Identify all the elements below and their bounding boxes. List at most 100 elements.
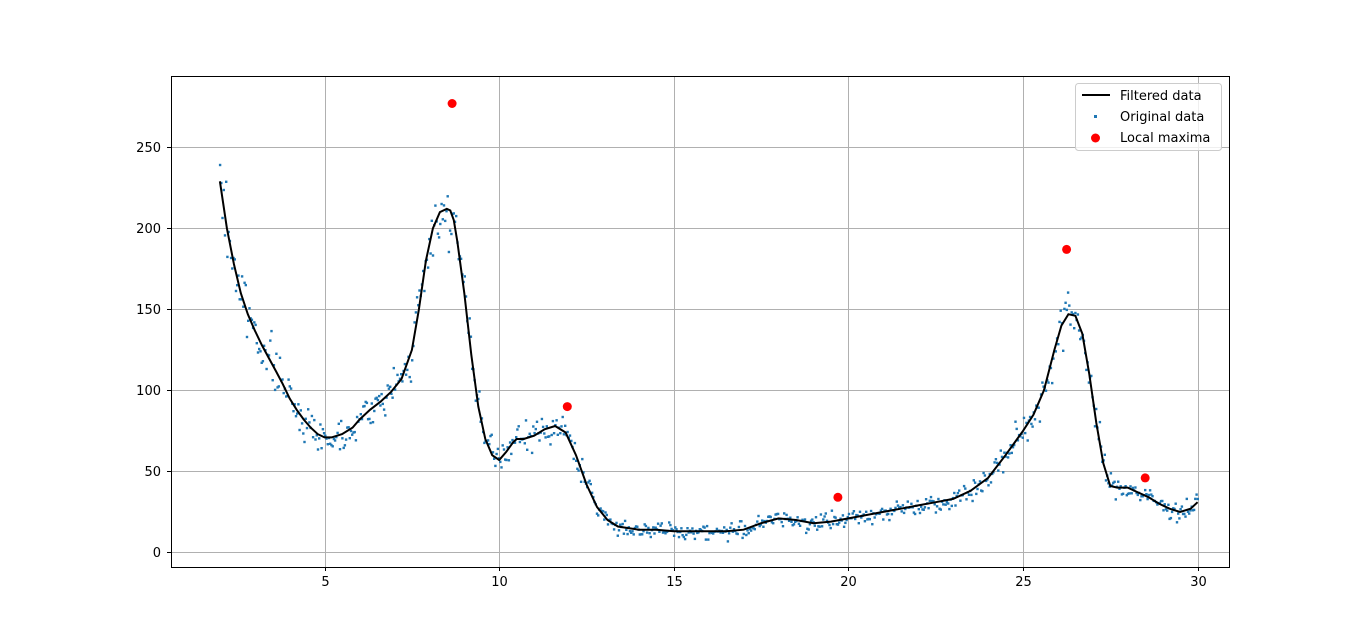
original-data-point bbox=[463, 275, 466, 278]
original-data-point bbox=[790, 520, 793, 523]
original-data-point bbox=[845, 518, 848, 522]
original-data-point bbox=[647, 526, 650, 530]
original-data-point bbox=[502, 448, 506, 451]
legend: Filtered data Original data Local maxima bbox=[1075, 83, 1222, 151]
original-data-point bbox=[1014, 420, 1017, 423]
original-data-point bbox=[244, 283, 247, 287]
original-data-point bbox=[341, 437, 344, 440]
original-data-point bbox=[220, 181, 223, 185]
original-data-point bbox=[222, 188, 225, 192]
original-data-point bbox=[239, 298, 243, 301]
original-data-point bbox=[561, 415, 564, 419]
original-data-point bbox=[289, 387, 293, 390]
original-data-point bbox=[927, 507, 930, 510]
original-data-point bbox=[440, 202, 443, 206]
original-data-point bbox=[391, 396, 394, 399]
original-data-point bbox=[1054, 350, 1057, 353]
original-data-point bbox=[664, 532, 667, 535]
original-data-point bbox=[917, 508, 920, 511]
original-data-point bbox=[643, 523, 646, 526]
original-data-point bbox=[265, 367, 268, 371]
original-data-point bbox=[242, 305, 245, 308]
original-data-point bbox=[540, 417, 544, 421]
original-data-point bbox=[976, 487, 979, 491]
original-data-point bbox=[1188, 512, 1191, 515]
original-data-point bbox=[579, 480, 583, 483]
original-data-point bbox=[380, 392, 383, 396]
original-data-point bbox=[261, 360, 265, 363]
original-data-point bbox=[282, 391, 285, 395]
original-data-point bbox=[942, 503, 945, 506]
original-data-point bbox=[221, 216, 224, 220]
original-data-point bbox=[978, 480, 982, 483]
original-data-point bbox=[340, 419, 343, 423]
original-data-point bbox=[528, 432, 531, 435]
original-data-point bbox=[1098, 420, 1102, 424]
local-maximum-point bbox=[833, 492, 843, 502]
original-data-point bbox=[1038, 420, 1042, 423]
original-data-point bbox=[1095, 407, 1098, 411]
original-data-point bbox=[556, 433, 559, 436]
original-data-point bbox=[250, 318, 254, 321]
original-data-point bbox=[954, 504, 957, 507]
original-data-point bbox=[297, 403, 300, 406]
original-data-point bbox=[1183, 512, 1186, 516]
original-data-point bbox=[939, 508, 942, 511]
original-data-point bbox=[1006, 456, 1010, 459]
original-data-point bbox=[566, 430, 569, 434]
original-data-point bbox=[955, 494, 958, 498]
original-data-point bbox=[652, 526, 655, 529]
original-data-point bbox=[628, 530, 632, 533]
original-data-point bbox=[437, 236, 441, 239]
original-data-point bbox=[413, 321, 416, 324]
original-data-point bbox=[975, 492, 978, 496]
original-data-point bbox=[1074, 311, 1077, 315]
original-data-point bbox=[1189, 509, 1192, 512]
original-data-point bbox=[922, 508, 925, 511]
original-data-point bbox=[1080, 336, 1083, 339]
original-data-point bbox=[577, 469, 580, 472]
original-data-point bbox=[1016, 439, 1020, 442]
filtered-data-line bbox=[218, 181, 1199, 533]
local-maximum-point bbox=[1140, 473, 1150, 483]
original-data-point bbox=[1120, 493, 1124, 496]
original-data-point bbox=[426, 266, 430, 269]
original-data-point bbox=[1028, 415, 1032, 419]
original-data-point bbox=[588, 479, 591, 482]
original-data-point bbox=[231, 267, 234, 270]
original-data-point bbox=[619, 523, 622, 526]
original-data-point bbox=[900, 510, 903, 513]
original-data-point bbox=[310, 414, 314, 418]
original-data-point bbox=[418, 289, 421, 292]
original-data-point bbox=[373, 409, 376, 413]
original-data-point bbox=[256, 351, 260, 354]
original-data-point bbox=[1128, 492, 1131, 495]
original-data-point bbox=[365, 401, 369, 405]
original-data-point bbox=[1139, 498, 1142, 502]
original-data-point bbox=[889, 507, 892, 510]
original-data-point bbox=[858, 510, 862, 513]
original-data-point bbox=[376, 398, 380, 402]
original-data-point bbox=[428, 237, 431, 241]
original-data-point bbox=[223, 234, 227, 237]
original-data-point bbox=[899, 505, 902, 509]
original-data-point bbox=[1010, 451, 1013, 455]
original-data-point bbox=[511, 438, 514, 442]
original-data-point bbox=[923, 506, 927, 509]
original-data-point bbox=[772, 522, 775, 525]
original-data-point bbox=[1085, 368, 1088, 372]
original-data-point bbox=[549, 443, 552, 446]
original-data-point bbox=[675, 528, 678, 531]
original-data-point bbox=[736, 532, 739, 536]
original-data-point bbox=[813, 524, 816, 527]
original-data-point bbox=[597, 514, 600, 517]
original-data-point bbox=[447, 250, 451, 254]
original-data-point bbox=[1150, 493, 1153, 496]
original-data-point bbox=[1119, 485, 1122, 488]
original-data-point bbox=[478, 390, 481, 393]
original-data-point bbox=[404, 373, 408, 376]
original-data-point bbox=[296, 412, 299, 415]
original-data-point bbox=[878, 512, 881, 515]
original-data-point bbox=[913, 512, 917, 516]
original-data-point bbox=[369, 421, 372, 425]
